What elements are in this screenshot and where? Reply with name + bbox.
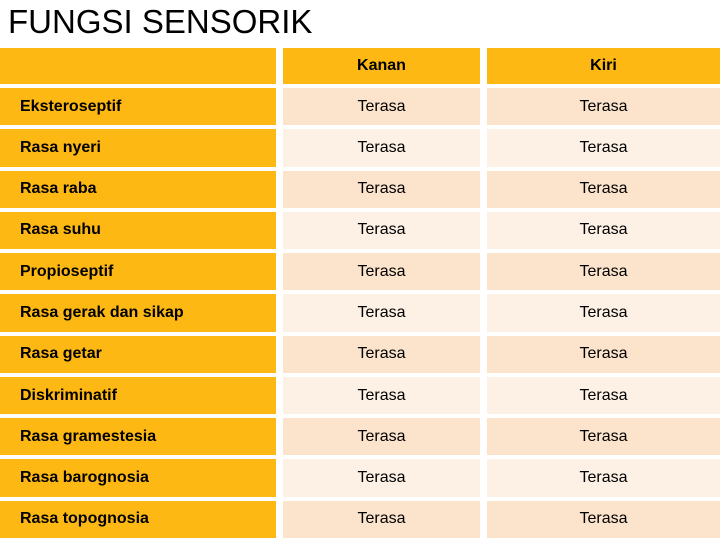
row-label-rasa-barognosia: Rasa barognosia [0, 459, 276, 497]
row-label-rasa-suhu: Rasa suhu [0, 211, 276, 250]
cell-kanan: Terasa [283, 170, 480, 208]
row-label-rasa-gerak-dan-sikap: Rasa gerak dan sikap [0, 294, 276, 332]
cell-kiri: Terasa [487, 500, 720, 538]
row-label-rasa-gramestesia: Rasa gramestesia [0, 418, 276, 456]
row-label-diskriminatif: Diskriminatif [0, 376, 276, 415]
row-label-rasa-nyeri: Rasa nyeri [0, 129, 276, 167]
page-title: FUNGSI SENSORIK [8, 3, 313, 40]
row-label-rasa-raba: Rasa raba [0, 170, 276, 208]
cell-kiri: Terasa [487, 335, 720, 373]
row-label-rasa-topognosia: Rasa topognosia [0, 500, 276, 538]
cell-kanan: Terasa [283, 376, 480, 415]
row-label-rasa-getar: Rasa getar [0, 335, 276, 373]
cell-kiri: Terasa [487, 129, 720, 167]
header-cell-kanan: Kanan [283, 48, 480, 84]
cell-kanan: Terasa [283, 500, 480, 538]
cell-kanan: Terasa [283, 211, 480, 250]
cell-kanan: Terasa [283, 418, 480, 456]
cell-kiri: Terasa [487, 88, 720, 126]
cell-kiri: Terasa [487, 459, 720, 497]
cell-kiri: Terasa [487, 294, 720, 332]
cell-kanan: Terasa [283, 459, 480, 497]
cell-kanan: Terasa [283, 335, 480, 373]
header-cell-empty [0, 48, 276, 84]
cell-kanan: Terasa [283, 294, 480, 332]
cell-kiri: Terasa [487, 376, 720, 415]
cell-kiri: Terasa [487, 418, 720, 456]
cell-kanan: Terasa [283, 129, 480, 167]
cell-kanan: Terasa [283, 88, 480, 126]
sensory-function-table: Kanan Kiri Eksteroseptif Terasa Terasa R… [0, 48, 720, 538]
cell-kiri: Terasa [487, 253, 720, 291]
cell-kanan: Terasa [283, 253, 480, 291]
row-label-propioseptif: Propioseptif [0, 253, 276, 291]
cell-kiri: Terasa [487, 170, 720, 208]
row-label-eksteroseptif: Eksteroseptif [0, 88, 276, 126]
header-cell-kiri: Kiri [487, 48, 720, 84]
cell-kiri: Terasa [487, 211, 720, 250]
